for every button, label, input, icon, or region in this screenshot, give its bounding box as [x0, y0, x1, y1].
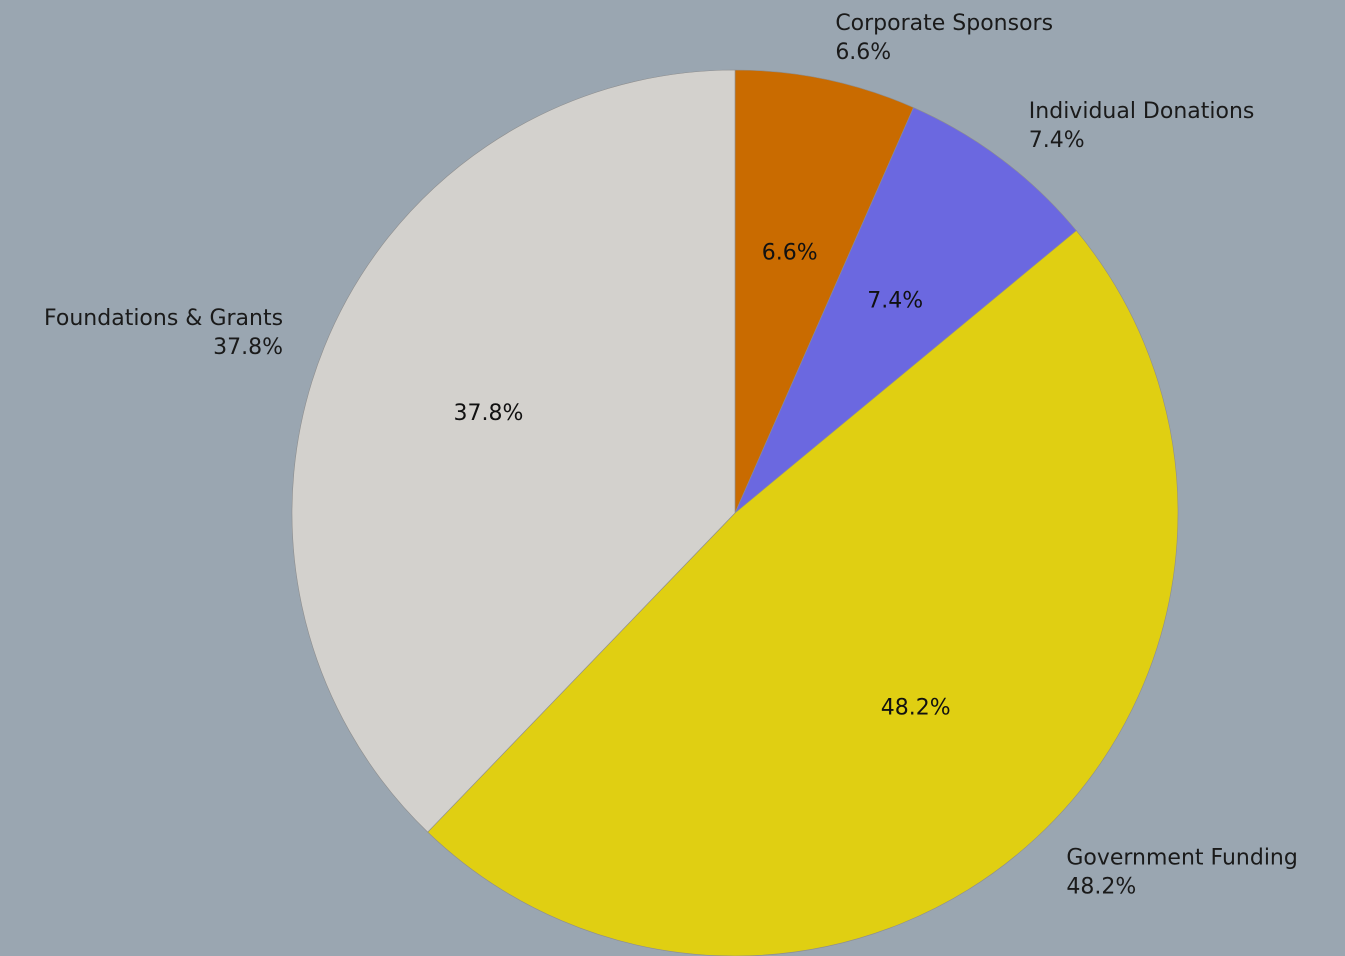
slice-name-percent-individual-donations: 7.4%	[1029, 128, 1085, 153]
slice-name-percent-government-funding: 48.2%	[1066, 874, 1136, 899]
slice-percent-label-foundations-and-grants: 37.8%	[454, 401, 524, 426]
slice-name-corporate-sponsors: Corporate Sponsors	[835, 11, 1053, 36]
slice-outer-label-individual-donations: Individual Donations 7.4%	[1029, 99, 1255, 153]
slice-name-individual-donations: Individual Donations	[1029, 99, 1255, 124]
pie-slice-individual-donations	[734, 107, 1077, 514]
slice-outer-label-government-funding: Government Funding 48.2%	[1066, 845, 1298, 899]
inner-labels-layer: 6.6% 7.4% 48.2% 37.8%	[454, 240, 951, 720]
pie-slice-government-funding	[427, 230, 1179, 956]
slice-name-percent-corporate-sponsors: 6.6%	[835, 40, 891, 65]
slices-layer	[291, 69, 1179, 956]
slice-name-government-funding: Government Funding	[1066, 845, 1298, 870]
slice-name-percent-foundations-and-grants: 37.8%	[213, 335, 283, 360]
outer-labels-layer: Corporate Sponsors 6.6% Individual Donatio…	[44, 11, 1298, 899]
slice-name-foundations-and-grants: Foundations & Grants	[44, 306, 283, 331]
slice-percent-label-government-funding: 48.2%	[881, 695, 951, 720]
slice-outer-label-foundations-and-grants: Foundations & Grants 37.8%	[44, 306, 283, 360]
pie-slice-foundations-and-grants	[291, 69, 736, 833]
slice-percent-label-individual-donations: 7.4%	[867, 288, 923, 313]
slice-outer-label-corporate-sponsors: Corporate Sponsors 6.6%	[835, 11, 1053, 65]
pie-slice-corporate-sponsors	[734, 69, 914, 514]
slice-percent-label-corporate-sponsors: 6.6%	[762, 240, 818, 265]
